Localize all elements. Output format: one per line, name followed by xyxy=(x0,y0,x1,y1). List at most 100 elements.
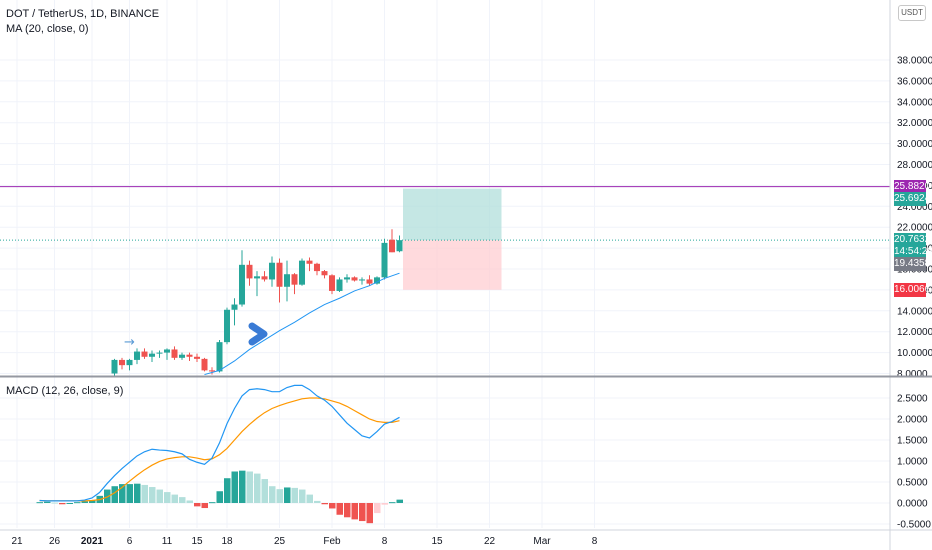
candle-body xyxy=(126,359,133,366)
time-tick-label: 2021 xyxy=(81,536,104,547)
histogram-bar xyxy=(51,502,58,504)
candle-body xyxy=(366,279,373,284)
time-tick-label: 25 xyxy=(274,536,286,547)
candle-body xyxy=(239,264,245,305)
candle xyxy=(149,350,155,363)
candle-body xyxy=(389,239,395,253)
candle xyxy=(351,276,358,282)
big-arrow-icon xyxy=(248,322,268,346)
candle-body xyxy=(141,351,148,357)
candlesticks xyxy=(111,229,403,376)
candle-body xyxy=(314,263,320,272)
target-zone xyxy=(403,188,502,241)
price-badge: 19.4358 xyxy=(894,257,931,272)
histogram-bar xyxy=(314,500,321,503)
histogram-bar xyxy=(89,500,96,503)
candle-body xyxy=(156,352,163,354)
histogram-bar xyxy=(111,486,118,503)
histogram-bar xyxy=(254,473,261,503)
candle-body xyxy=(299,260,305,285)
candle xyxy=(119,357,125,370)
price-badge: 25.8820 xyxy=(894,179,931,194)
price-tick-label: 24.0000 xyxy=(897,202,932,213)
candle xyxy=(156,350,163,358)
macd-tick-label: 1.0000 xyxy=(897,457,928,468)
histogram-bar xyxy=(359,503,366,522)
candle-body xyxy=(171,349,178,358)
candle xyxy=(201,357,208,372)
time-tick-label: 8 xyxy=(382,536,388,547)
candle-body xyxy=(111,359,118,374)
time-tick-label: 11 xyxy=(162,536,173,547)
macd-tick-label: 2.0000 xyxy=(897,415,928,426)
candle-body xyxy=(269,262,275,280)
candle-body xyxy=(201,358,208,371)
histogram-bar xyxy=(209,502,216,504)
candle xyxy=(284,260,290,302)
histogram-bar xyxy=(261,479,268,503)
candle-body xyxy=(306,260,313,264)
histogram-bar xyxy=(291,487,298,503)
small-arrow-icon: → xyxy=(124,335,135,350)
macd-tick-label: -0.5000 xyxy=(897,520,931,531)
candle-body xyxy=(359,279,365,281)
histogram-bar xyxy=(141,484,148,503)
histogram-bar xyxy=(179,497,186,503)
candle-body xyxy=(209,370,215,372)
candle xyxy=(239,250,245,307)
histogram-bar xyxy=(344,503,351,518)
candle-body xyxy=(291,274,298,285)
candle xyxy=(329,274,335,295)
time-tick-label: 8 xyxy=(592,536,598,547)
signal-line xyxy=(39,397,400,502)
histogram-bar xyxy=(329,503,336,509)
candle-body xyxy=(149,353,155,357)
candle xyxy=(246,260,253,286)
price-tick-label: 30.0000 xyxy=(897,139,932,150)
candle xyxy=(389,229,395,253)
candle-body xyxy=(246,264,253,279)
candle xyxy=(111,358,118,376)
price-tick-label: 8.0000 xyxy=(897,369,928,380)
candle xyxy=(171,346,178,360)
histogram-bar xyxy=(224,478,231,503)
candle xyxy=(396,235,403,253)
ma-legend: MA (20, close, 0) xyxy=(6,23,89,35)
candle xyxy=(381,238,388,280)
macd-tick-label: 1.5000 xyxy=(897,436,928,447)
time-tick-label: Mar xyxy=(533,536,551,547)
candle-body xyxy=(179,354,185,358)
histogram-bar xyxy=(276,489,283,503)
histogram-bar xyxy=(231,471,238,503)
histogram-bar xyxy=(134,483,141,503)
candle xyxy=(374,276,380,285)
candle-body xyxy=(374,277,380,284)
macd-legend: MACD (12, 26, close, 9) xyxy=(6,385,124,397)
histogram-bar xyxy=(66,503,73,504)
candle-body xyxy=(284,274,290,287)
candle-body xyxy=(261,276,268,280)
ma-line xyxy=(204,272,400,376)
candle xyxy=(276,258,283,303)
price-tick-label: 22.0000 xyxy=(897,223,932,234)
candle xyxy=(164,348,170,360)
histogram-bar xyxy=(186,500,193,503)
currency-button[interactable]: USDT xyxy=(898,5,926,21)
candle-body xyxy=(134,351,140,360)
time-tick-label: 22 xyxy=(484,536,496,547)
time-tick-label: 6 xyxy=(127,536,133,547)
histogram-bar xyxy=(126,484,133,503)
histogram-bar xyxy=(104,489,111,503)
time-tick-label: Feb xyxy=(323,536,341,547)
macd-tick-label: 0.5000 xyxy=(897,478,928,489)
annotations: → xyxy=(124,322,268,350)
histogram-bar xyxy=(201,503,208,509)
macd-pane xyxy=(36,384,403,524)
histogram-bar xyxy=(149,487,156,503)
candle-body xyxy=(254,276,260,279)
symbol-title: DOT / TetherUS, 1D, BINANCE xyxy=(6,8,160,20)
candle-body xyxy=(276,262,283,287)
candle-body xyxy=(344,277,350,280)
candle xyxy=(269,256,275,287)
